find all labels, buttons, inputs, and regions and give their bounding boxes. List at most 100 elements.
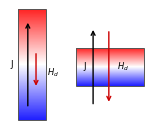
Bar	[18, 41, 46, 42]
Bar	[18, 29, 46, 30]
Bar	[18, 71, 46, 72]
Bar	[18, 96, 46, 97]
Bar	[18, 54, 46, 55]
Bar	[18, 43, 46, 44]
Bar	[18, 45, 46, 46]
Bar	[18, 57, 46, 58]
Bar	[76, 49, 144, 50]
Bar	[76, 54, 144, 55]
Bar	[18, 12, 46, 13]
Bar	[18, 33, 46, 34]
Bar	[18, 116, 46, 117]
Bar	[76, 53, 144, 54]
Bar	[18, 107, 46, 108]
Bar	[18, 42, 46, 43]
Bar	[18, 32, 46, 33]
Bar	[18, 86, 46, 87]
Bar	[18, 117, 46, 118]
Bar	[18, 62, 46, 63]
Bar	[18, 81, 46, 82]
Bar	[18, 75, 46, 76]
Bar	[18, 22, 46, 23]
Bar	[76, 60, 144, 61]
Bar	[18, 19, 46, 20]
Bar	[18, 44, 46, 45]
Bar	[18, 84, 46, 85]
Bar	[76, 73, 144, 74]
Bar	[18, 76, 46, 77]
Bar	[76, 70, 144, 71]
Bar	[18, 89, 46, 90]
Bar	[18, 36, 46, 37]
Bar	[18, 13, 46, 14]
Bar	[18, 104, 46, 105]
Bar	[18, 61, 46, 62]
Bar	[18, 83, 46, 84]
Bar	[18, 92, 46, 93]
Bar	[18, 85, 46, 86]
Bar	[18, 59, 46, 60]
Bar	[18, 105, 46, 106]
Bar	[18, 51, 46, 52]
Bar	[18, 103, 46, 104]
Bar	[18, 102, 46, 103]
Bar	[18, 99, 46, 100]
Bar	[18, 40, 46, 41]
Bar	[76, 62, 144, 63]
Bar	[18, 46, 46, 47]
Bar	[76, 84, 144, 85]
Bar	[18, 28, 46, 29]
Bar	[18, 48, 46, 49]
Bar	[18, 9, 46, 120]
Bar	[76, 57, 144, 58]
Bar	[18, 15, 46, 16]
Bar	[18, 110, 46, 111]
Bar	[18, 49, 46, 50]
Bar	[76, 76, 144, 77]
Bar	[18, 115, 46, 116]
Bar	[76, 72, 144, 73]
Bar	[18, 112, 46, 113]
Bar	[18, 47, 46, 48]
Bar	[18, 67, 46, 68]
Bar	[18, 91, 46, 92]
Bar	[18, 30, 46, 31]
Bar	[18, 10, 46, 11]
Bar	[18, 25, 46, 26]
Bar	[18, 24, 46, 25]
Bar	[76, 63, 144, 64]
Bar	[18, 38, 46, 39]
Bar	[18, 11, 46, 12]
Bar	[76, 48, 144, 86]
Bar	[18, 108, 46, 109]
Bar	[76, 56, 144, 57]
Bar	[76, 48, 144, 49]
Bar	[18, 23, 46, 24]
Bar	[76, 83, 144, 84]
Bar	[18, 98, 46, 99]
Bar	[18, 14, 46, 15]
Text: J: J	[84, 62, 86, 71]
Bar	[18, 18, 46, 19]
Bar	[18, 50, 46, 51]
Bar	[18, 93, 46, 94]
Bar	[18, 39, 46, 40]
Bar	[18, 101, 46, 102]
Bar	[18, 94, 46, 95]
Bar	[18, 114, 46, 115]
Bar	[76, 77, 144, 78]
Bar	[18, 16, 46, 17]
Bar	[76, 67, 144, 68]
Bar	[76, 75, 144, 76]
Bar	[18, 21, 46, 22]
Bar	[76, 50, 144, 51]
Bar	[18, 109, 46, 110]
Bar	[18, 97, 46, 98]
Bar	[18, 82, 46, 83]
Bar	[18, 35, 46, 36]
Bar	[18, 52, 46, 53]
Bar	[18, 58, 46, 59]
Bar	[18, 17, 46, 18]
Bar	[76, 61, 144, 62]
Text: $H_d$: $H_d$	[117, 60, 129, 73]
